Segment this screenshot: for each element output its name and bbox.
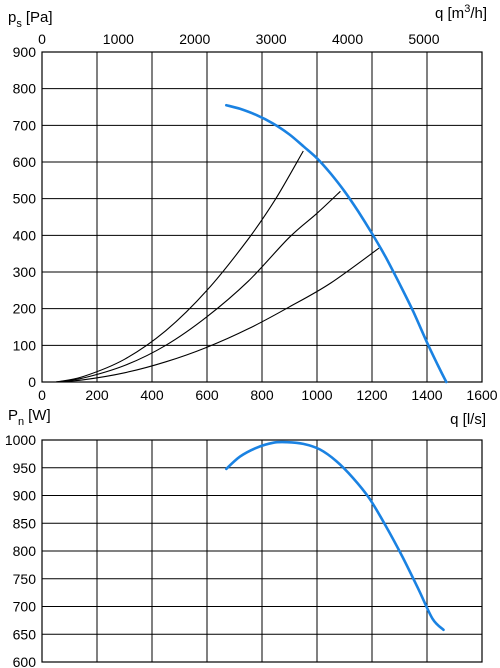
flow-x-tick-label: 600 (195, 387, 219, 403)
power-chart-panel: 600 650 700 750 800 850 900 950 1000 Pn [W] (5, 407, 483, 668)
pressure-y-tick-label: 700 (13, 117, 37, 133)
power-axis-label: Pn [W] (8, 407, 51, 428)
pressure-y-tick-label: 500 (13, 191, 37, 207)
pressure-y-tick-label: 100 (13, 337, 37, 353)
flow-top-tick-label: 2000 (179, 31, 210, 47)
pressure-y-tick-label: 200 (13, 301, 37, 317)
flow-x-tick-label: 1600 (466, 387, 497, 403)
power-fan-curve (225, 440, 445, 632)
power-tick-labels: 600 650 700 750 800 850 900 950 1000 (5, 432, 36, 668)
pressure-grid (41, 51, 483, 383)
pressure-y-tick-label: 400 (13, 227, 37, 243)
power-y-tick-label: 1000 (5, 432, 36, 448)
flow-x-tick-label: 800 (250, 387, 274, 403)
pressure-y-tick-label: 300 (13, 264, 37, 280)
system-curve-1 (55, 150, 304, 383)
flow-top-tick-label: 5000 (408, 31, 439, 47)
flow-x-tick-label: 400 (140, 387, 164, 403)
pressure-plot-frame (41, 51, 483, 383)
power-y-tick-label: 600 (13, 654, 37, 668)
flow-top-tick-label: 0 (38, 31, 46, 47)
pressure-y-tick-label: 900 (13, 44, 37, 60)
pressure-y-tick-label: 600 (13, 154, 37, 170)
power-grid (41, 439, 483, 663)
pressure-y-tick-label: 800 (13, 81, 37, 97)
power-y-tick-label: 950 (13, 460, 37, 476)
power-y-tick-label: 800 (13, 543, 37, 559)
flow-x-tick-label: 1000 (301, 387, 332, 403)
pressure-y-tick-label: 0 (28, 374, 36, 390)
power-y-tick-label: 850 (13, 515, 37, 531)
pressure-axis-label: ps [Pa] (8, 9, 53, 30)
top-flow-axis-label: q [m3/h] (435, 3, 487, 22)
flow-x-tick-label: 0 (38, 387, 46, 403)
flow-x-tick-label: 1200 (356, 387, 387, 403)
system-curve-2 (55, 190, 341, 383)
power-y-tick-label: 700 (13, 599, 37, 615)
flow-top-tick-label: 1000 (103, 31, 134, 47)
power-y-tick-label: 900 (13, 488, 37, 504)
flow-x-tick-label: 1400 (411, 387, 442, 403)
bottom-flow-axis-label: q [l/s] (450, 411, 486, 428)
power-y-tick-label: 650 (13, 626, 37, 642)
pressure-curves (55, 103, 448, 384)
power-curves (225, 440, 445, 632)
flow-x-tick-label: 200 (85, 387, 109, 403)
flow-top-tick-label: 4000 (332, 31, 363, 47)
pressure-fan-curve (225, 103, 448, 384)
power-plot-frame (41, 439, 483, 663)
flow-top-tick-label: 3000 (256, 31, 287, 47)
system-curve-3 (55, 247, 380, 383)
power-y-tick-label: 750 (13, 571, 37, 587)
